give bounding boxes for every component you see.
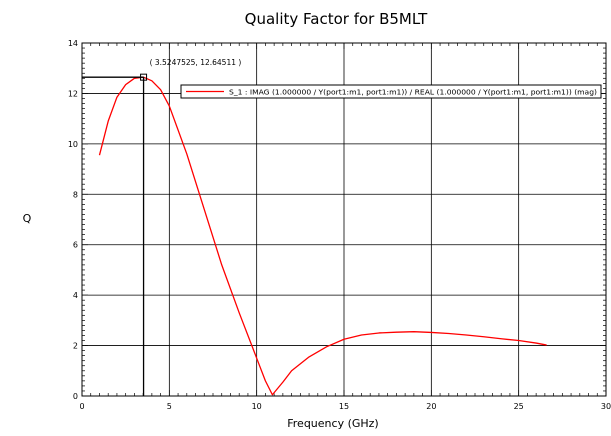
series-layer [98, 76, 547, 396]
x-tick-label: 20 [426, 402, 436, 411]
legend: S_1 : IMAG (1.000000 / Y(port1:m1, port1… [180, 84, 602, 99]
x-tick-label: 15 [339, 402, 349, 411]
y-tick-label: 0 [73, 392, 78, 401]
x-tick-label: 10 [252, 402, 262, 411]
y-tick-label: 14 [68, 39, 78, 48]
x-tick-label: 5 [167, 402, 172, 411]
y-tick-label: 6 [73, 241, 78, 250]
legend-box [180, 84, 602, 99]
x-axis-label: Frequency (GHz) [287, 417, 378, 430]
y-tick-label: 4 [73, 291, 78, 300]
grid-lines [82, 43, 606, 396]
tick-labels: 0 5 10 15 20 25 30 0 2 4 6 8 10 12 14 [68, 39, 611, 411]
series-line [98, 76, 547, 396]
y-tick-label: 10 [68, 140, 78, 149]
legend-entry-label: S_1 : IMAG (1.000000 / Y(port1:m1, port1… [229, 89, 597, 97]
marker-layer: ( 3.5247525, 12.64511 ) [82, 58, 241, 396]
marker-square [140, 73, 148, 81]
y-tick-label: 2 [73, 342, 78, 351]
y-axis-label: Q [23, 212, 32, 225]
y-tick-label: 8 [73, 190, 78, 199]
chart-title: Quality Factor for B5MLT [245, 10, 429, 28]
marker-label: ( 3.5247525, 12.64511 ) [150, 58, 242, 67]
plot-area-frame [81, 42, 607, 397]
y-tick-label: 12 [68, 89, 78, 98]
x-tick-label: 30 [601, 402, 611, 411]
x-tick-label: 25 [514, 402, 524, 411]
x-tick-label: 0 [79, 402, 84, 411]
